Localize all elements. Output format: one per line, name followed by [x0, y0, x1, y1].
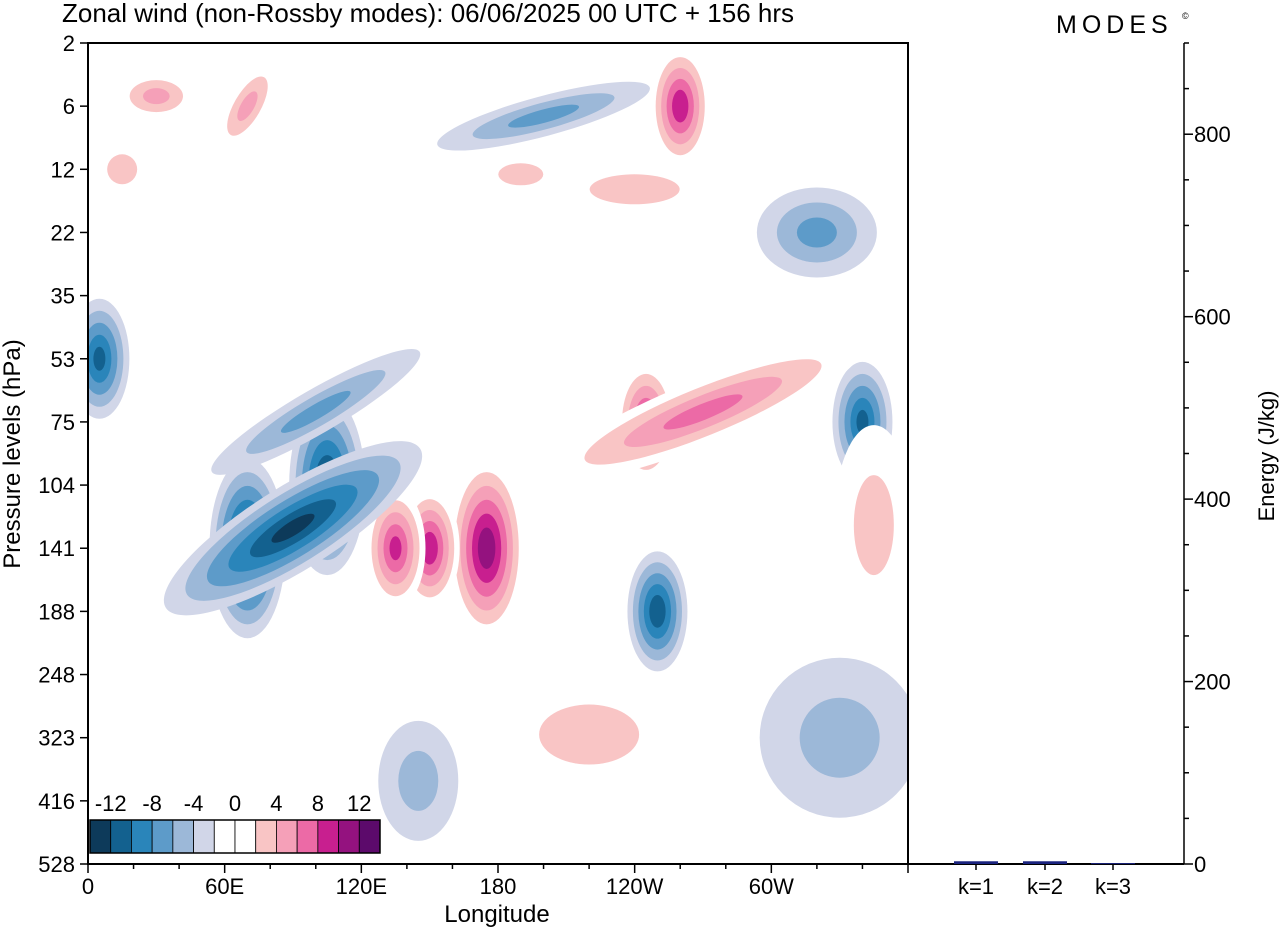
- y-tick-label: 323: [38, 726, 75, 751]
- energy-axis: 0 200 400 600 800: [1184, 42, 1231, 877]
- colorbar-swatch: [276, 819, 298, 854]
- y-tick-label: 53: [51, 347, 75, 372]
- energy-bar: [954, 861, 998, 864]
- bar-category-label: k=2: [1027, 874, 1063, 899]
- chart-title: Zonal wind (non-Rossby modes): 06/06/202…: [62, 0, 794, 28]
- energy-bars: k=1 k=2 k=3: [954, 861, 1135, 899]
- y-tick-label: 528: [38, 852, 75, 877]
- colorbar-label: 0: [229, 791, 241, 816]
- colorbar-swatch: [193, 819, 215, 854]
- x-axis: 0 60E 120E 180 120W 60W: [82, 864, 909, 899]
- colorbar-swatch: [234, 819, 257, 854]
- wind-contour: [365, 488, 426, 609]
- energy-bar: [1023, 861, 1067, 864]
- y-tick-label: 141: [38, 536, 75, 561]
- colorbar-label: -8: [142, 791, 162, 816]
- y-tick-label: 75: [51, 410, 75, 435]
- energy-tick-label: 0: [1194, 852, 1206, 877]
- wind-contour: [217, 61, 278, 151]
- colorbar-swatch: [151, 819, 174, 854]
- wind-contour: [211, 348, 421, 475]
- wind-contour: [833, 425, 908, 626]
- zonal-wind-heatmap: [88, 46, 908, 841]
- wind-contour: [163, 441, 423, 616]
- colorbar-label: -4: [184, 791, 204, 816]
- energy-tick-label: 600: [1194, 305, 1231, 330]
- wind-contour: [489, 674, 690, 795]
- colorbar-swatch: [131, 819, 153, 854]
- brand-logo: MODES: [1056, 11, 1173, 39]
- x-tick-label: 60W: [749, 874, 794, 899]
- wind-contour: [116, 72, 197, 121]
- y-tick-label: 188: [38, 599, 75, 624]
- colorbar-swatch: [89, 819, 112, 854]
- y-tick-label: 6: [63, 94, 75, 119]
- energy-tick-label: 200: [1194, 670, 1231, 695]
- y-tick-label: 416: [38, 789, 75, 814]
- colorbar-swatch: [255, 819, 277, 854]
- y-axis-label: Pressure levels (hPa): [0, 339, 26, 568]
- colorbar-swatch: [317, 819, 339, 854]
- y-tick-label: 2: [63, 31, 75, 56]
- x-tick-label: 60E: [205, 874, 244, 899]
- y-tick-label: 22: [51, 220, 75, 245]
- x-tick-label: 120E: [336, 874, 387, 899]
- wind-contour: [475, 152, 566, 197]
- colorbar-swatch: [358, 819, 381, 854]
- colorbar-swatch: [213, 819, 236, 854]
- colorbar-swatch: [296, 819, 319, 854]
- wind-contour: [650, 46, 711, 167]
- energy-tick-label: 400: [1194, 487, 1231, 512]
- x-tick-label: 120W: [606, 874, 664, 899]
- y-axis: 2 6 12 22 35 53 75 104 141 188 248 323 416 528: [38, 31, 88, 877]
- wind-contour: [627, 551, 688, 672]
- colorbar-label: 12: [347, 791, 371, 816]
- wind-contour: [437, 81, 650, 151]
- x-tick-label: 180: [480, 874, 517, 899]
- energy-bar: [1091, 863, 1135, 865]
- colorbar-swatch: [338, 819, 360, 854]
- x-tick-label: 0: [82, 874, 94, 899]
- colorbar-label: -12: [95, 791, 127, 816]
- wind-contour: [448, 458, 525, 639]
- bar-category-label: k=3: [1095, 874, 1131, 899]
- energy-tick-label: 800: [1194, 122, 1231, 147]
- wind-contour: [88, 298, 130, 419]
- wind-contour: [378, 720, 459, 841]
- y-tick-label: 104: [38, 473, 75, 498]
- x-axis-label: Longitude: [444, 901, 549, 928]
- colorbar-swatch: [110, 819, 132, 854]
- wind-contour: [756, 187, 877, 278]
- wind-contour: [759, 657, 908, 818]
- bar-category-label: k=1: [958, 874, 994, 899]
- energy-axis-label: Energy (J/kg): [1254, 391, 1279, 522]
- y-tick-label: 248: [38, 663, 75, 688]
- wind-contour: [92, 139, 153, 200]
- colorbar-label: 4: [270, 791, 282, 816]
- wind-contour: [544, 159, 725, 220]
- y-tick-label: 12: [51, 157, 75, 182]
- y-tick-label: 35: [51, 284, 75, 309]
- colorbar-swatch: [172, 819, 194, 854]
- brand-mark: ©: [1182, 11, 1189, 21]
- colorbar: -12 -8 -4 0 4 8 12: [89, 791, 381, 854]
- wind-contour: [544, 341, 862, 483]
- colorbar-label: 8: [312, 791, 324, 816]
